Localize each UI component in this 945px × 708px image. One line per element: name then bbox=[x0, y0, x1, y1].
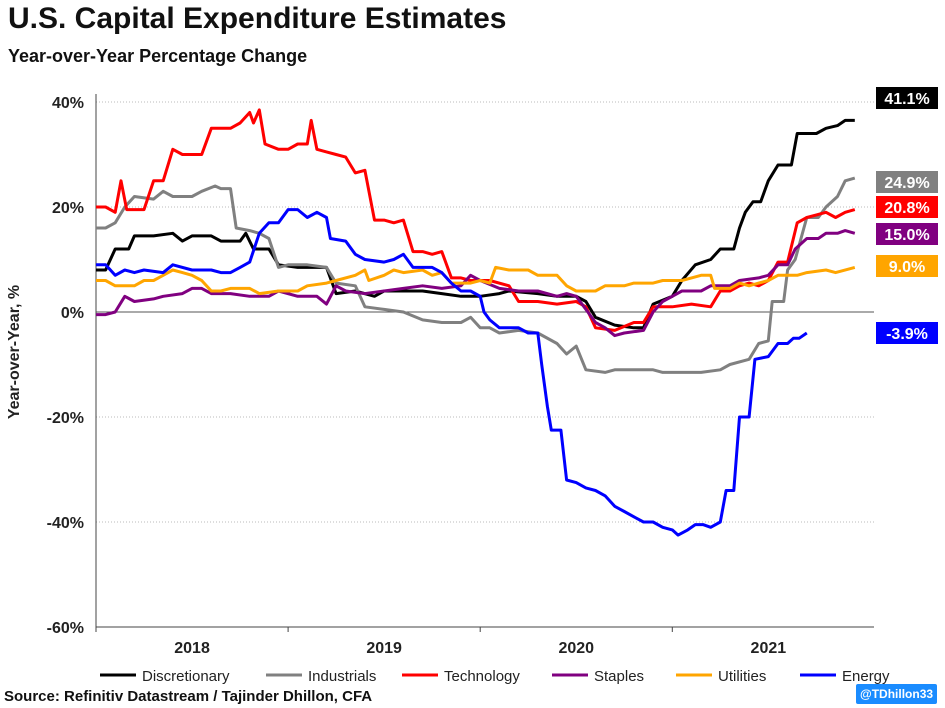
end-label-industrials: 24.9% bbox=[884, 175, 929, 192]
series-line-utilities bbox=[96, 265, 856, 296]
series-line-industrials bbox=[96, 176, 856, 374]
y-tick-label: 0% bbox=[61, 305, 84, 322]
chart-title: U.S. Capital Expenditure Estimates bbox=[8, 2, 507, 35]
end-label-staples: 15.0% bbox=[884, 227, 929, 244]
legend-label: Discretionary bbox=[142, 668, 230, 685]
series-line-energy bbox=[96, 208, 808, 537]
y-axis-label: Year-over-Year, % bbox=[6, 285, 23, 419]
y-tick-label: -60% bbox=[47, 620, 84, 637]
chart-subtitle: Year-over-Year Percentage Change bbox=[8, 46, 308, 66]
end-label-discretionary: 41.1% bbox=[884, 91, 929, 108]
x-tick-label: 2018 bbox=[174, 640, 210, 657]
end-label-badge bbox=[876, 255, 938, 277]
end-label-technology: 20.8% bbox=[884, 200, 929, 217]
end-label-utilities: 9.0% bbox=[889, 259, 925, 276]
end-label-badge bbox=[876, 196, 938, 218]
x-tick-label: 2019 bbox=[366, 640, 402, 657]
y-tick-label: -40% bbox=[47, 515, 84, 532]
x-tick-label: 2020 bbox=[558, 640, 594, 657]
end-label-badge bbox=[876, 223, 938, 245]
end-label-badge bbox=[876, 322, 938, 344]
end-label-badge bbox=[876, 171, 938, 193]
legend-label: Technology bbox=[444, 668, 520, 685]
y-tick-label: 20% bbox=[52, 200, 84, 217]
legend-label: Energy bbox=[842, 668, 890, 685]
end-label-badge bbox=[876, 87, 938, 109]
y-tick-label: -20% bbox=[47, 410, 84, 427]
source-note: Source: Refinitiv Datastream / Tajinder … bbox=[4, 688, 373, 705]
y-tick-label: 40% bbox=[52, 95, 84, 112]
legend-label: Utilities bbox=[718, 668, 766, 685]
legend-label: Staples bbox=[594, 668, 644, 685]
x-tick-label: 2021 bbox=[751, 640, 787, 657]
author-handle-badge: @TDhillon33 bbox=[856, 684, 938, 704]
legend-label: Industrials bbox=[308, 668, 376, 685]
series-line-staples bbox=[96, 229, 856, 338]
series-line-discretionary bbox=[96, 118, 855, 330]
end-label-energy: -3.9% bbox=[886, 326, 928, 343]
